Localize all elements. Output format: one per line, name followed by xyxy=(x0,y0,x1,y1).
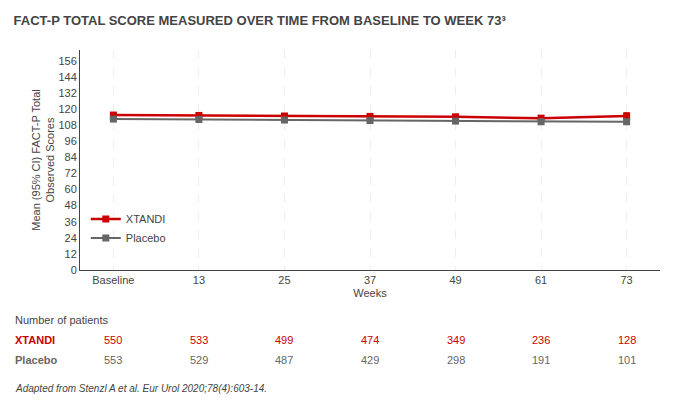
svg-text:49: 49 xyxy=(449,274,461,286)
svg-text:12: 12 xyxy=(65,248,77,260)
svg-text:191: 191 xyxy=(532,354,550,366)
svg-text:13: 13 xyxy=(193,274,205,286)
svg-text:Weeks: Weeks xyxy=(353,287,387,299)
svg-text:61: 61 xyxy=(535,274,547,286)
svg-text:48: 48 xyxy=(65,199,77,211)
svg-text:37: 37 xyxy=(364,274,376,286)
svg-text:72: 72 xyxy=(65,167,77,179)
svg-text:24: 24 xyxy=(65,232,77,244)
svg-text:Baseline: Baseline xyxy=(92,274,134,286)
svg-text:429: 429 xyxy=(361,354,379,366)
svg-text:474: 474 xyxy=(361,334,379,346)
svg-text:499: 499 xyxy=(275,334,293,346)
svg-text:XTANDI: XTANDI xyxy=(15,334,55,346)
svg-text:Mean (95% CI) FACT-P TotalObse: Mean (95% CI) FACT-P TotalObserved Score… xyxy=(30,89,56,230)
svg-text:XTANDI: XTANDI xyxy=(126,213,166,225)
svg-text:36: 36 xyxy=(65,216,77,228)
svg-text:73: 73 xyxy=(621,274,633,286)
svg-text:120: 120 xyxy=(58,103,76,115)
svg-text:553: 553 xyxy=(104,354,122,366)
svg-text:298: 298 xyxy=(447,354,465,366)
svg-text:FACT-P TOTAL SCORE MEASURED OV: FACT-P TOTAL SCORE MEASURED OVER TIME FR… xyxy=(14,13,507,28)
svg-text:128: 128 xyxy=(618,334,636,346)
svg-text:96: 96 xyxy=(65,135,77,147)
svg-text:108: 108 xyxy=(58,119,76,131)
svg-text:Placebo: Placebo xyxy=(15,354,57,366)
svg-text:144: 144 xyxy=(58,71,76,83)
svg-text:132: 132 xyxy=(58,87,76,99)
svg-text:Placebo: Placebo xyxy=(126,232,166,244)
svg-text:349: 349 xyxy=(447,334,465,346)
svg-text:236: 236 xyxy=(532,334,550,346)
svg-text:156: 156 xyxy=(58,55,76,67)
svg-text:487: 487 xyxy=(275,354,293,366)
svg-text:84: 84 xyxy=(65,151,77,163)
svg-text:Adapted from Stenzl A et al. E: Adapted from Stenzl A et al. Eur Urol 20… xyxy=(15,383,267,394)
svg-text:60: 60 xyxy=(65,183,77,195)
svg-text:533: 533 xyxy=(190,334,208,346)
svg-text:0: 0 xyxy=(71,264,77,276)
svg-text:101: 101 xyxy=(618,354,636,366)
svg-text:529: 529 xyxy=(190,354,208,366)
svg-text:550: 550 xyxy=(104,334,122,346)
svg-text:25: 25 xyxy=(278,274,290,286)
svg-text:Number of patients: Number of patients xyxy=(15,314,108,326)
